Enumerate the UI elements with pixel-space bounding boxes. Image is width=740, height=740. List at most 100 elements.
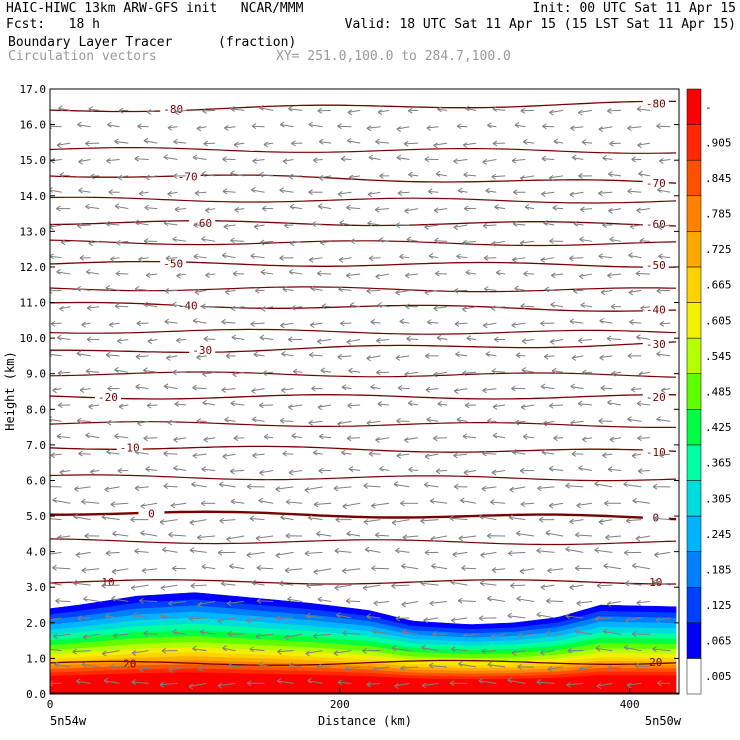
wind-vector-head — [654, 551, 659, 558]
wind-vector-head — [513, 189, 518, 196]
isotherm-label: -80 — [646, 97, 666, 110]
wind-vector-head — [317, 107, 323, 114]
wind-vector — [342, 568, 361, 572]
wind-vector — [491, 370, 506, 373]
wind-vector — [377, 304, 390, 308]
wind-vector-head — [56, 433, 62, 440]
wind-vector-head — [512, 256, 517, 263]
wind-vector-head — [548, 502, 554, 509]
wind-vector-head — [573, 220, 579, 227]
wind-vector — [608, 208, 622, 212]
wind-vector — [487, 124, 497, 128]
wind-vector-head — [309, 322, 315, 328]
wind-vector-head — [453, 483, 459, 490]
wind-vector — [580, 208, 593, 211]
wind-vector — [255, 633, 274, 637]
wind-vector — [87, 306, 100, 309]
wind-vector — [77, 420, 91, 422]
wind-vector — [458, 600, 477, 602]
wind-vector-head — [366, 420, 372, 426]
wind-vector-head — [395, 547, 400, 554]
wind-vector-head — [89, 173, 95, 180]
wind-vector — [370, 321, 381, 324]
wind-vector-head — [60, 239, 66, 246]
wind-vector-head — [161, 647, 167, 654]
wind-vector — [76, 352, 91, 357]
wind-vector — [116, 240, 129, 244]
wind-vector-head — [163, 383, 169, 390]
wind-vector — [519, 568, 535, 572]
wind-vector-head — [402, 628, 407, 635]
wind-vector — [106, 354, 120, 357]
plot-frame — [49, 88, 680, 695]
wind-vector-head — [569, 584, 574, 591]
wind-vector-head — [105, 550, 111, 557]
wind-vector — [173, 467, 187, 471]
wind-vector-head — [368, 450, 374, 457]
wind-vector-head — [134, 155, 140, 162]
wind-vector-head — [519, 467, 525, 474]
plain-contour — [50, 371, 677, 378]
wind-vector — [109, 322, 120, 326]
wind-vector — [167, 420, 178, 424]
wind-vector — [205, 208, 216, 211]
wind-vector-head — [363, 482, 368, 489]
wind-vector-head — [435, 468, 441, 475]
wind-vector-head — [577, 400, 583, 407]
wind-vector — [52, 388, 62, 391]
wind-vector-head — [521, 338, 527, 345]
wind-vector-head — [284, 634, 289, 641]
wind-vector-head — [429, 497, 435, 504]
isotherm-label-bg — [642, 390, 669, 403]
wind-vector-head — [458, 535, 464, 542]
wind-vector-head — [256, 597, 262, 604]
wind-vector-head — [432, 631, 437, 637]
wind-vector — [222, 453, 236, 457]
wind-vector-head — [628, 289, 634, 296]
wind-vector — [59, 306, 71, 310]
wind-vector — [524, 206, 535, 210]
wind-vector — [145, 468, 158, 472]
wind-vector-head — [320, 239, 325, 246]
wind-vector-head — [258, 661, 264, 668]
wind-vector — [408, 402, 419, 406]
wind-vector-head — [424, 453, 430, 460]
wind-vector — [168, 600, 187, 604]
colorbar-swatch — [686, 266, 702, 303]
wind-vector-head — [135, 383, 140, 390]
wind-vector — [188, 617, 207, 620]
wind-vector-head — [159, 681, 165, 688]
wind-vector — [522, 339, 535, 342]
wind-vector-head — [137, 420, 142, 427]
wind-vector — [569, 191, 584, 196]
wind-vector-head — [463, 171, 468, 178]
wind-vector — [512, 451, 526, 455]
wind-vector-head — [547, 567, 552, 574]
x-tick-label: 0 — [47, 698, 54, 711]
wind-vector-head — [143, 137, 149, 144]
wind-vector — [231, 336, 245, 341]
wind-vector — [659, 322, 671, 325]
wind-vector — [257, 600, 274, 602]
isotherm-label: -70 — [178, 170, 198, 183]
wind-vector — [139, 600, 158, 602]
wind-vector-head — [341, 449, 346, 456]
wind-vector-head — [285, 532, 291, 539]
wind-vector — [281, 388, 294, 391]
wind-vector — [607, 273, 622, 277]
wind-vector-head — [640, 305, 645, 311]
wind-vector-head — [402, 534, 408, 541]
wind-vector-head — [56, 205, 61, 212]
wind-vector — [288, 175, 303, 178]
wind-vector — [288, 271, 303, 275]
wind-vector-head — [174, 206, 180, 213]
colorbar-label: .365 — [705, 457, 732, 470]
isotherm--40 — [50, 301, 677, 312]
wind-vector — [201, 173, 216, 177]
wind-vector — [511, 322, 526, 326]
wind-vector-head — [457, 187, 463, 194]
wind-vector-head — [455, 351, 460, 358]
wind-vector-head — [371, 565, 376, 572]
wind-vector — [453, 224, 468, 228]
